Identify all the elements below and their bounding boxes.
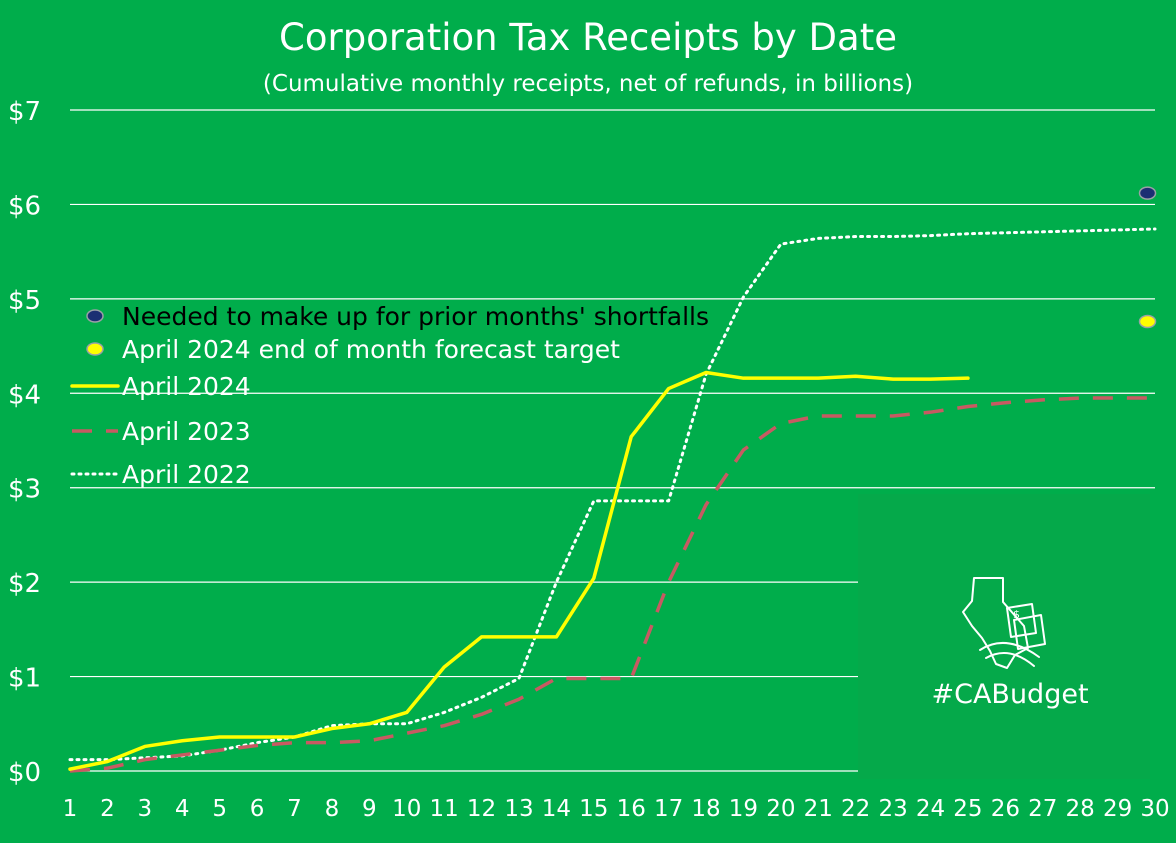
grid-layer [70,109,1155,772]
series-line-april-2024 [68,370,970,771]
x-tick-label: 7 [287,796,302,822]
map-curve-2-icon [985,652,1035,667]
x-tick-label: 10 [392,796,421,822]
legend-layer: Needed to make up for prior months' shor… [70,302,709,489]
x-tick-label: 8 [325,796,340,822]
y-tick-label: $1 [8,664,41,694]
watermark-label: #CABudget [931,679,1088,710]
y-tick-label: $2 [8,569,41,599]
x-tick-label: 11 [429,796,458,822]
legend-marker [86,309,104,323]
chart-subtitle: (Cumulative monthly receipts, net of ref… [263,71,913,97]
legend-marker [86,342,104,356]
legend-label: April 2024 [122,372,251,401]
california-outline [962,577,1029,669]
x-tick-label: 25 [953,796,982,822]
x-tick-label: 13 [504,796,533,822]
x-tick-label: 16 [617,796,646,822]
x-tick-label: 27 [1028,796,1057,822]
legend-item: Needed to make up for prior months' shor… [86,302,709,331]
x-tick-label: 3 [138,796,153,822]
legend-label: April 2022 [122,460,251,489]
dollar-sign-icon: $ [1013,608,1020,621]
legend-item: April 2023 [72,417,251,446]
x-tick-label: 29 [1103,796,1132,822]
map-curve-icon [979,641,1040,658]
x-tick-label: 30 [1140,796,1169,822]
watermark-layer: $ #CABudget [858,494,1150,779]
money-bill-back [1006,603,1037,638]
y-tick-label: $7 [8,97,41,127]
x-tick-label: 18 [691,796,720,822]
x-tick-label: 9 [362,796,377,822]
x-tick-label: 5 [212,796,227,822]
x-tick-label: 6 [250,796,265,822]
y-tick-label: $0 [8,758,41,788]
watermark-panel [858,494,1150,779]
x-tick-label: 19 [729,796,758,822]
x-tick-label: 15 [579,796,608,822]
legend-item: April 2022 [70,460,251,489]
x-tick-label: 23 [878,796,907,822]
legend-label: April 2024 end of month forecast target [122,335,620,364]
money-bill-front [1013,614,1046,650]
x-tick-label: 1 [63,796,78,822]
legend-item: April 2024 [70,372,251,401]
x-tick-label: 12 [467,796,496,822]
legend-label: April 2023 [122,417,251,446]
x-tick-label: 28 [1066,796,1095,822]
y-tick-label: $4 [8,380,41,410]
x-tick-label: 22 [841,796,870,822]
forecast-target-marker [1138,314,1157,329]
x-tick-label: 26 [991,796,1020,822]
x-tick-label: 4 [175,796,190,822]
needed-marker [1138,186,1157,200]
x-tick-label: 2 [100,796,115,822]
legend-label: Needed to make up for prior months' shor… [122,302,709,331]
series-layer [68,227,1157,773]
legend-item: April 2024 end of month forecast target [86,335,620,364]
series-line-april-2023 [69,396,1155,773]
x-tick-label: 24 [916,796,945,822]
california-map-money-icon: $ [962,577,1046,669]
marker-layer [1138,186,1157,329]
axis-label-layer: $0$1$2$3$4$5$6$71 2 3 4 5 6 7 8 9 10 11 12 13 14 15 16 1… [8,97,1170,822]
y-tick-label: $5 [8,286,41,316]
chart-title: Corporation Tax Receipts by Date [279,16,897,59]
x-tick-label: 20 [766,796,795,822]
x-tick-label: 17 [654,796,683,822]
x-tick-label: 14 [542,796,571,822]
y-tick-label: $3 [8,475,41,505]
y-tick-label: $6 [8,191,41,221]
x-tick-label: 21 [804,796,833,822]
